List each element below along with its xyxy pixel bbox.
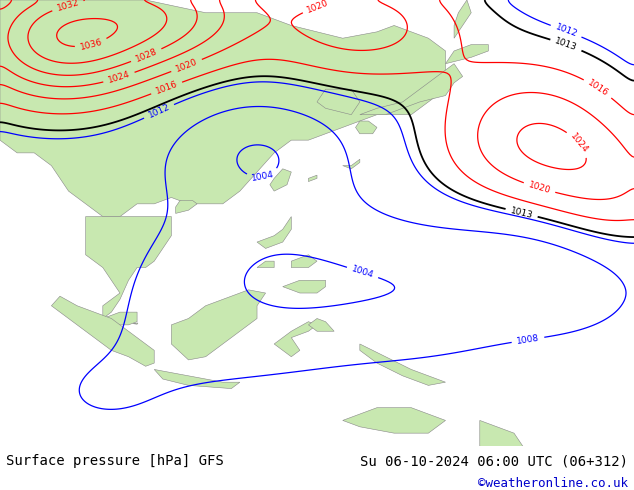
Text: 1016: 1016 (586, 78, 610, 98)
Text: Surface pressure [hPa] GFS: Surface pressure [hPa] GFS (6, 454, 224, 468)
Polygon shape (0, 0, 446, 217)
Text: 1013: 1013 (553, 37, 578, 53)
Text: ©weatheronline.co.uk: ©weatheronline.co.uk (477, 477, 628, 490)
Polygon shape (356, 121, 377, 134)
Polygon shape (480, 420, 531, 471)
Text: 1020: 1020 (527, 180, 552, 196)
Text: 1028: 1028 (134, 47, 158, 64)
Polygon shape (103, 312, 137, 325)
Polygon shape (154, 369, 240, 389)
Text: 1008: 1008 (516, 334, 540, 346)
Polygon shape (51, 296, 154, 367)
Text: 1013: 1013 (509, 206, 534, 220)
Polygon shape (176, 201, 197, 214)
Polygon shape (274, 322, 317, 357)
Polygon shape (86, 217, 171, 318)
Polygon shape (360, 344, 446, 386)
Polygon shape (171, 290, 266, 360)
Polygon shape (270, 169, 291, 191)
Polygon shape (257, 261, 274, 268)
Text: 1024: 1024 (107, 70, 131, 85)
Polygon shape (308, 318, 334, 331)
Text: 1020: 1020 (306, 0, 330, 15)
Polygon shape (343, 408, 446, 433)
Text: Su 06-10-2024 06:00 UTC (06+312): Su 06-10-2024 06:00 UTC (06+312) (359, 454, 628, 468)
Text: 1020: 1020 (174, 57, 199, 74)
Text: 1012: 1012 (146, 102, 171, 120)
Text: 1032: 1032 (56, 0, 80, 13)
Polygon shape (454, 0, 471, 38)
Polygon shape (283, 280, 326, 293)
Polygon shape (133, 323, 138, 324)
Polygon shape (446, 45, 488, 64)
Polygon shape (360, 64, 463, 115)
Polygon shape (343, 159, 360, 169)
Text: 1016: 1016 (154, 80, 179, 96)
Text: 1004: 1004 (351, 265, 375, 280)
Text: 1024: 1024 (568, 132, 590, 155)
Polygon shape (257, 217, 291, 248)
Polygon shape (291, 255, 317, 268)
Text: 1004: 1004 (251, 170, 275, 183)
Polygon shape (308, 175, 317, 182)
Polygon shape (317, 89, 360, 115)
Text: 1012: 1012 (554, 23, 578, 39)
Text: 1036: 1036 (79, 37, 103, 52)
